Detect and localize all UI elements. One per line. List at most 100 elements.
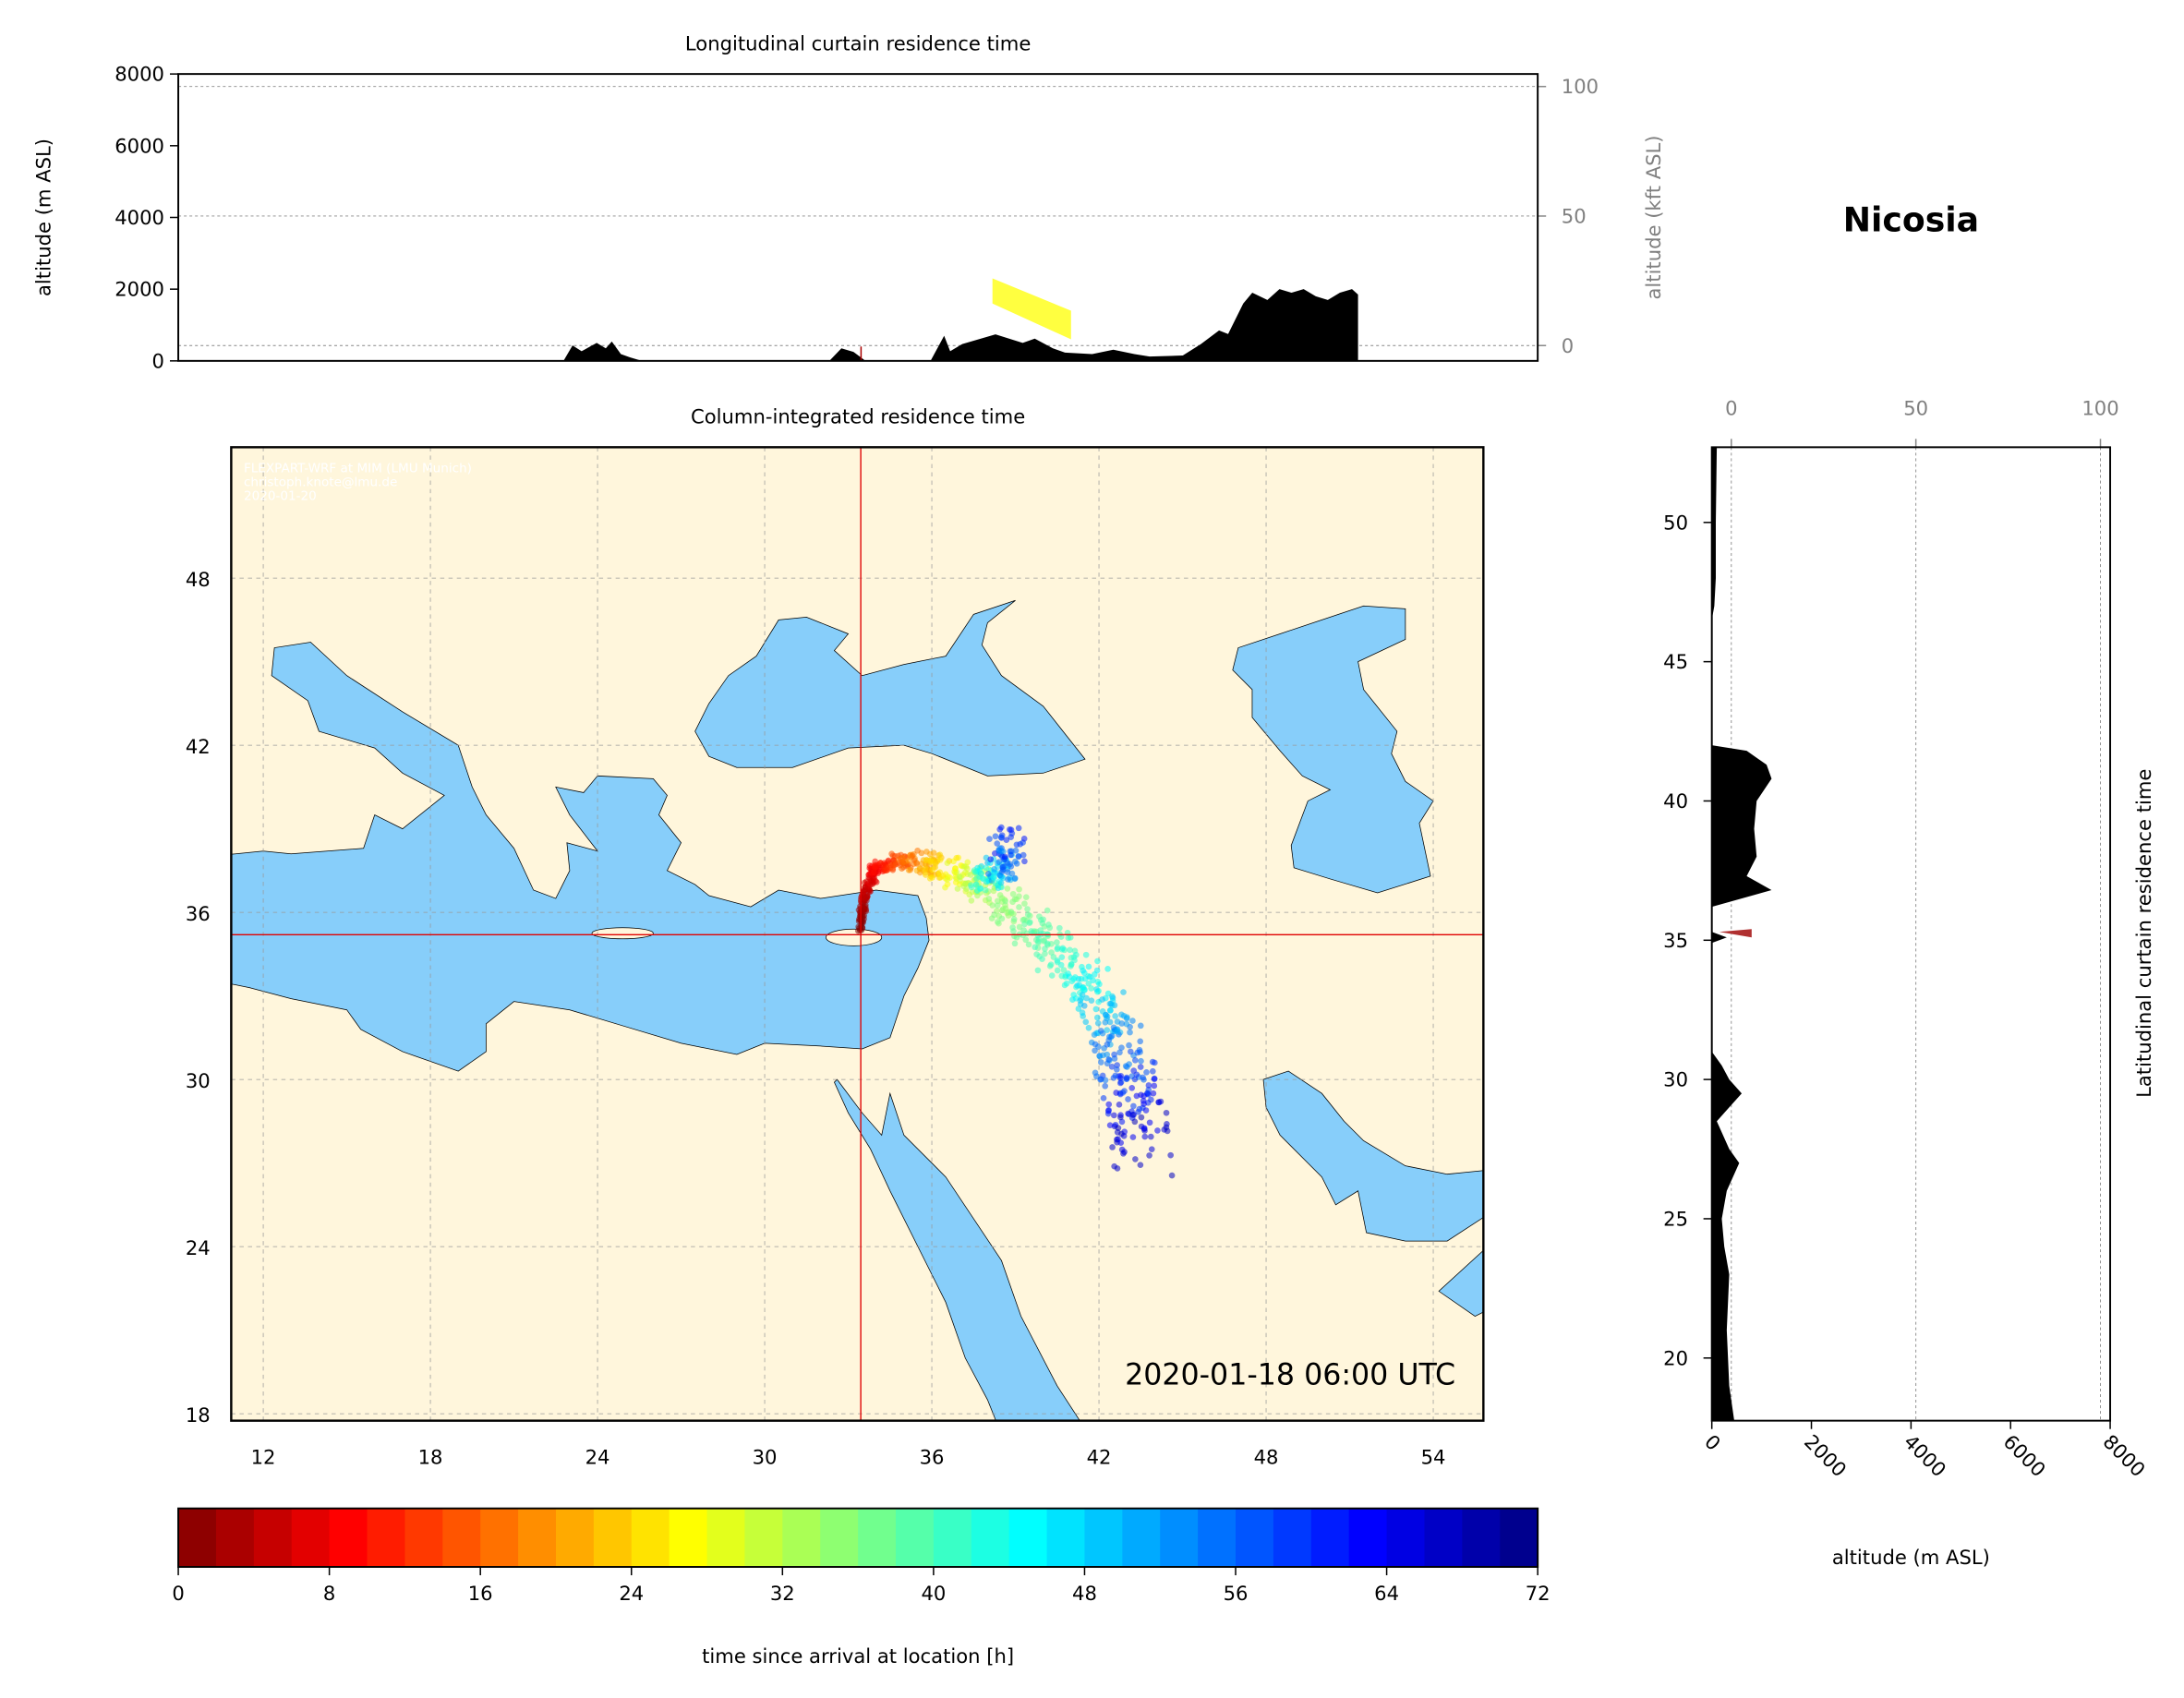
- plume-particle: [1085, 1024, 1092, 1031]
- plume-particle: [1034, 938, 1042, 945]
- plume-particle: [1104, 966, 1111, 972]
- colorbar-band: [480, 1508, 519, 1568]
- plume-particle: [1060, 967, 1068, 973]
- plume-particle: [1088, 997, 1095, 1005]
- plume-particle: [1132, 1156, 1139, 1162]
- plume-particle: [1125, 1110, 1131, 1117]
- plume-particle: [899, 865, 905, 873]
- plume-branch-particle: [1013, 841, 1020, 849]
- plume-particle: [1168, 1172, 1176, 1179]
- plume-particle: [1067, 933, 1074, 941]
- plume-particle: [994, 902, 1001, 909]
- plume-particle: [1094, 1019, 1102, 1027]
- plume-particle: [994, 919, 1001, 925]
- plume-particle: [1092, 1006, 1100, 1013]
- plume-particle: [1129, 1018, 1136, 1024]
- plume-branch-particle: [1012, 847, 1020, 854]
- map-lon-tick-label: 30: [753, 1445, 778, 1468]
- plume-branch-particle: [1008, 826, 1015, 834]
- plume-particle: [1054, 945, 1061, 953]
- plume-particle: [1085, 981, 1092, 987]
- plume-branch-particle: [995, 859, 1003, 865]
- plume-particle: [1118, 1130, 1125, 1138]
- curtain-right-tick-label: 50: [1562, 205, 1587, 228]
- plume-particle: [929, 866, 935, 873]
- plume-particle: [1026, 920, 1033, 927]
- plume-branch-particle: [977, 885, 983, 892]
- black-sea: [694, 599, 1086, 777]
- plume-particle: [869, 879, 876, 886]
- plume-particle: [862, 901, 869, 909]
- plume-particle: [926, 875, 934, 882]
- plume-particle: [994, 897, 1001, 905]
- plume-particle: [1081, 986, 1088, 994]
- plume-particle: [1102, 1018, 1109, 1026]
- plume-particle: [913, 861, 921, 867]
- colorbar-band: [1500, 1508, 1538, 1568]
- plume-particle: [905, 867, 912, 873]
- plume-particle: [1120, 989, 1127, 995]
- plume-branch-particle: [1021, 858, 1028, 865]
- colorbar-band: [1273, 1508, 1312, 1568]
- plume-particle: [1122, 1063, 1129, 1069]
- map-lat-tick-label: 24: [186, 1236, 211, 1259]
- arabian-sea: [1438, 1249, 1484, 1317]
- plume-particle: [944, 881, 951, 887]
- plume-particle: [1129, 1134, 1137, 1140]
- station-title: Nicosia: [1843, 200, 1979, 240]
- plume-particle: [1009, 924, 1016, 931]
- plume-particle: [968, 897, 975, 904]
- colorbar-band: [933, 1508, 972, 1568]
- plume-particle: [998, 915, 1006, 922]
- plume-particle: [1056, 924, 1063, 932]
- plume-branch-particle: [994, 840, 1001, 847]
- plume-particle: [956, 873, 963, 880]
- colorbar-tick-label: 72: [1526, 1582, 1551, 1605]
- colorbar-tick-label: 0: [172, 1582, 184, 1605]
- plume-particle: [989, 902, 996, 909]
- lat-curtain-top-tick-label: 50: [1903, 397, 1928, 420]
- plume-particle: [1142, 1107, 1150, 1114]
- plume-particle: [1148, 1096, 1154, 1103]
- plume-particle: [865, 874, 873, 881]
- plume-particle: [1042, 945, 1048, 952]
- plume-particle: [1154, 1127, 1161, 1134]
- plume-particle: [1099, 996, 1105, 1003]
- lat-curtain-title: Latitudinal curtain residence time: [2132, 769, 2155, 1098]
- colorbar-band: [367, 1508, 406, 1568]
- plume-particle: [916, 865, 923, 873]
- plume-particle: [1151, 1076, 1158, 1082]
- lat-curtain-x-tick-label: 8000: [2098, 1430, 2150, 1482]
- plume-branch-particle: [1015, 825, 1022, 832]
- plume-particle: [1118, 1011, 1125, 1018]
- plume-particle: [1075, 1006, 1082, 1012]
- plume-particle: [1145, 1082, 1152, 1089]
- map-lon-tick-label: 42: [1087, 1445, 1112, 1468]
- plume-particle: [1149, 1058, 1156, 1066]
- map-frame: [230, 446, 1485, 1422]
- plume-branch-particle: [1015, 853, 1022, 860]
- plume-particle: [1105, 1101, 1113, 1108]
- plume-particle: [1088, 985, 1094, 992]
- plume-particle: [985, 896, 993, 902]
- plume-particle: [1071, 957, 1078, 964]
- plume-particle: [1036, 953, 1044, 960]
- plume-particle: [1080, 1003, 1088, 1009]
- plume-particle: [1123, 1074, 1130, 1081]
- plume-particle: [1082, 951, 1090, 958]
- colorbar-band: [1462, 1508, 1501, 1568]
- plume-particle: [1128, 1084, 1136, 1091]
- plume-particle: [1106, 1018, 1114, 1026]
- plume-particle: [1163, 1109, 1170, 1116]
- mediterranean-sea: [231, 642, 930, 1072]
- plume-particle: [1097, 1059, 1104, 1066]
- plume-particle: [1040, 916, 1046, 923]
- plume-particle: [1069, 996, 1076, 1003]
- plume-particle: [1061, 981, 1068, 989]
- plume-particle: [1100, 1095, 1107, 1102]
- plume-particle: [1108, 1063, 1116, 1070]
- plume-particle: [1117, 1139, 1125, 1147]
- plume-particle: [1091, 1031, 1098, 1038]
- colorbar-band: [782, 1508, 821, 1568]
- colorbar-tick-label: 16: [468, 1582, 493, 1605]
